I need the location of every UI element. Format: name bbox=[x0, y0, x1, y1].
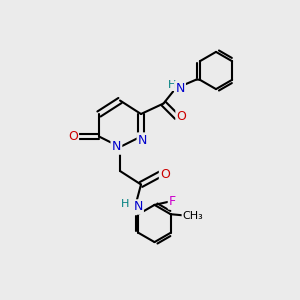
Text: H: H bbox=[168, 80, 176, 90]
Text: N: N bbox=[133, 200, 143, 214]
Text: CH₃: CH₃ bbox=[183, 211, 203, 221]
Text: H: H bbox=[121, 199, 130, 209]
Text: O: O bbox=[68, 130, 78, 143]
Text: O: O bbox=[160, 167, 170, 181]
Text: N: N bbox=[112, 140, 121, 154]
Text: N: N bbox=[138, 134, 147, 147]
Text: N: N bbox=[175, 82, 185, 95]
Text: O: O bbox=[177, 110, 186, 124]
Text: F: F bbox=[169, 195, 176, 208]
